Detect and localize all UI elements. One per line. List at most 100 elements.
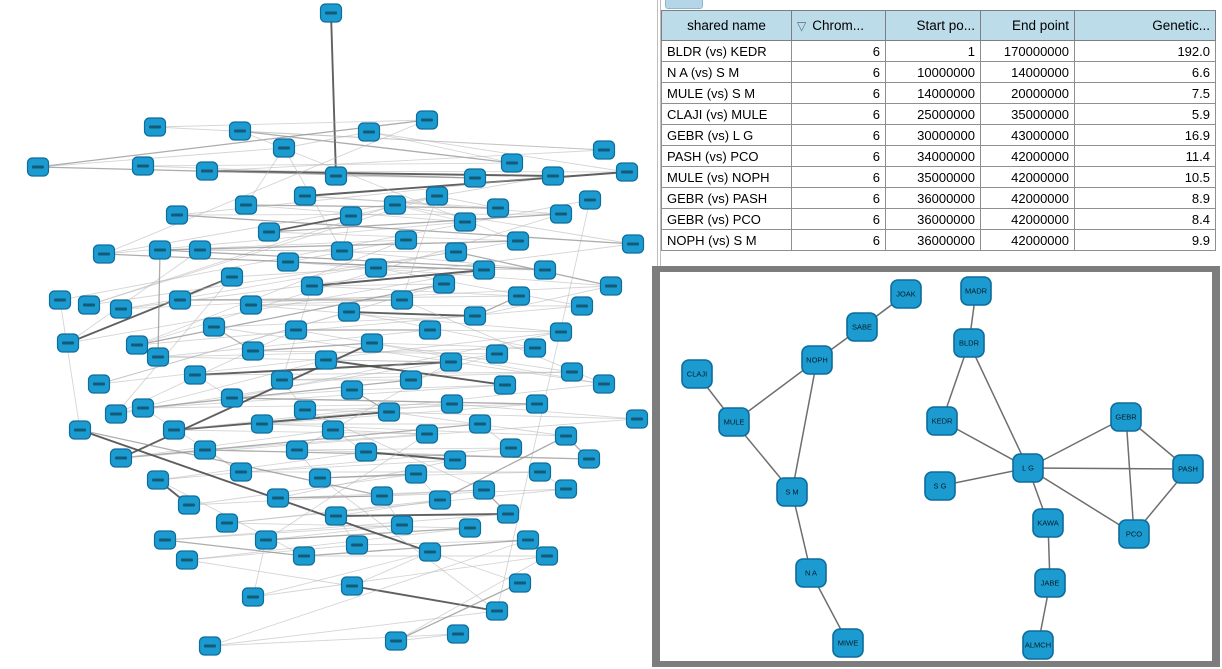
network-node[interactable] <box>198 636 222 656</box>
table-row[interactable]: N A (vs) S M 6 10000000 14000000 6.6 <box>661 61 1216 83</box>
network-node[interactable] <box>354 442 378 462</box>
network-node[interactable] <box>444 242 468 262</box>
network-node[interactable] <box>415 424 439 444</box>
filter-funnel-icon[interactable]: ▽ <box>797 19 807 33</box>
network-node-lg[interactable]: L G <box>1012 453 1044 483</box>
network-node[interactable] <box>340 380 364 400</box>
table-row[interactable]: GEBR (vs) PASH 6 36000000 42000000 8.9 <box>661 187 1216 209</box>
network-node[interactable] <box>554 426 578 446</box>
network-node-madr[interactable]: MADR <box>960 276 992 306</box>
network-node[interactable] <box>486 198 510 218</box>
network-node[interactable] <box>615 162 639 182</box>
network-node[interactable] <box>443 450 467 470</box>
network-node[interactable] <box>625 409 649 429</box>
network-node[interactable] <box>377 402 401 422</box>
network-node[interactable] <box>284 320 308 340</box>
network-node[interactable] <box>276 252 300 272</box>
network-node[interactable] <box>175 550 199 570</box>
network-node[interactable] <box>266 488 290 508</box>
table-row[interactable]: PASH (vs) PCO 6 34000000 42000000 11.4 <box>661 145 1216 167</box>
network-node-kawa[interactable]: KAWA <box>1032 508 1064 538</box>
network-node[interactable] <box>560 362 584 382</box>
network-node[interactable] <box>390 290 414 310</box>
network-node[interactable] <box>499 438 523 458</box>
table-row[interactable]: NOPH (vs) S M 6 36000000 42000000 9.9 <box>661 229 1216 251</box>
network-node-jabe[interactable]: JABE <box>1034 568 1066 598</box>
network-node[interactable] <box>324 506 348 526</box>
column-header-genetic[interactable]: Genetic... <box>1074 10 1216 41</box>
network-node-claji[interactable]: CLAJI <box>681 359 713 389</box>
table-row[interactable]: BLDR (vs) KEDR 6 1 170000000 192.0 <box>661 40 1216 62</box>
network-node[interactable] <box>493 375 517 395</box>
network-node[interactable] <box>165 205 189 225</box>
network-node[interactable] <box>485 344 509 364</box>
network-node[interactable] <box>340 576 364 596</box>
network-node[interactable] <box>229 462 253 482</box>
network-node[interactable] <box>541 166 565 186</box>
network-node[interactable] <box>228 121 252 141</box>
network-node[interactable] <box>554 479 578 499</box>
network-node-bldr[interactable]: BLDR <box>953 328 985 358</box>
network-node[interactable] <box>321 420 345 440</box>
network-node[interactable] <box>26 157 50 177</box>
network-node[interactable] <box>330 241 354 261</box>
network-node-pco[interactable]: PCO <box>1118 519 1150 549</box>
network-node[interactable] <box>394 230 418 250</box>
network-node[interactable] <box>146 347 170 367</box>
network-node[interactable] <box>357 122 381 142</box>
table-row[interactable]: CLAJI (vs) MULE 6 25000000 35000000 5.9 <box>661 103 1216 125</box>
network-node[interactable] <box>77 295 101 315</box>
network-node[interactable] <box>153 530 177 550</box>
network-node[interactable] <box>131 156 155 176</box>
network-node[interactable] <box>463 168 487 188</box>
network-node[interactable] <box>324 166 348 186</box>
network-node[interactable] <box>370 486 394 506</box>
network-node[interactable] <box>533 260 557 280</box>
network-node[interactable] <box>314 350 338 370</box>
network-node[interactable] <box>177 495 201 515</box>
network-node[interactable] <box>285 440 309 460</box>
network-node[interactable] <box>383 195 407 215</box>
network-node[interactable] <box>415 110 439 130</box>
network-node-gebr[interactable]: GEBR <box>1110 402 1142 432</box>
network-node[interactable] <box>125 335 149 355</box>
network-node[interactable] <box>428 490 452 510</box>
network-node[interactable] <box>549 322 573 342</box>
network-node-noph[interactable]: NOPH <box>801 345 833 375</box>
network-node[interactable] <box>516 530 540 550</box>
network-node-na[interactable]: N A <box>795 558 827 588</box>
network-node-mule[interactable]: MULE <box>718 407 750 437</box>
network-node[interactable] <box>254 530 278 550</box>
table-row[interactable]: MULE (vs) NOPH 6 35000000 42000000 10.5 <box>661 166 1216 188</box>
network-node-joak[interactable]: JOAK <box>890 279 922 309</box>
network-node-pash[interactable]: PASH <box>1172 454 1204 484</box>
table-row[interactable]: MULE (vs) S M 6 14000000 20000000 7.5 <box>661 82 1216 104</box>
network-node[interactable] <box>293 186 317 206</box>
network-node[interactable] <box>104 404 128 424</box>
network-node[interactable] <box>578 190 602 210</box>
network-node[interactable] <box>360 333 384 353</box>
overview-network-canvas[interactable] <box>0 0 655 669</box>
network-node[interactable] <box>270 370 294 390</box>
network-node[interactable] <box>507 286 531 306</box>
network-node[interactable] <box>87 374 111 394</box>
network-node[interactable] <box>234 195 258 215</box>
network-node[interactable] <box>148 240 172 260</box>
network-node[interactable] <box>131 398 155 418</box>
network-node[interactable] <box>528 462 552 482</box>
network-node[interactable] <box>472 480 496 500</box>
network-node[interactable] <box>239 295 263 315</box>
network-node[interactable] <box>183 365 207 385</box>
network-node[interactable] <box>250 414 274 434</box>
network-node-kedr[interactable]: KEDR <box>926 406 958 436</box>
network-node[interactable] <box>109 448 133 468</box>
network-node[interactable] <box>446 624 470 644</box>
network-node-sg[interactable]: S G <box>924 471 956 501</box>
network-node[interactable] <box>68 420 92 440</box>
network-node[interactable] <box>56 333 80 353</box>
network-node[interactable] <box>337 302 361 322</box>
network-node[interactable] <box>162 420 186 440</box>
network-node[interactable] <box>92 244 116 264</box>
network-node[interactable] <box>592 374 616 394</box>
network-node[interactable] <box>215 513 239 533</box>
